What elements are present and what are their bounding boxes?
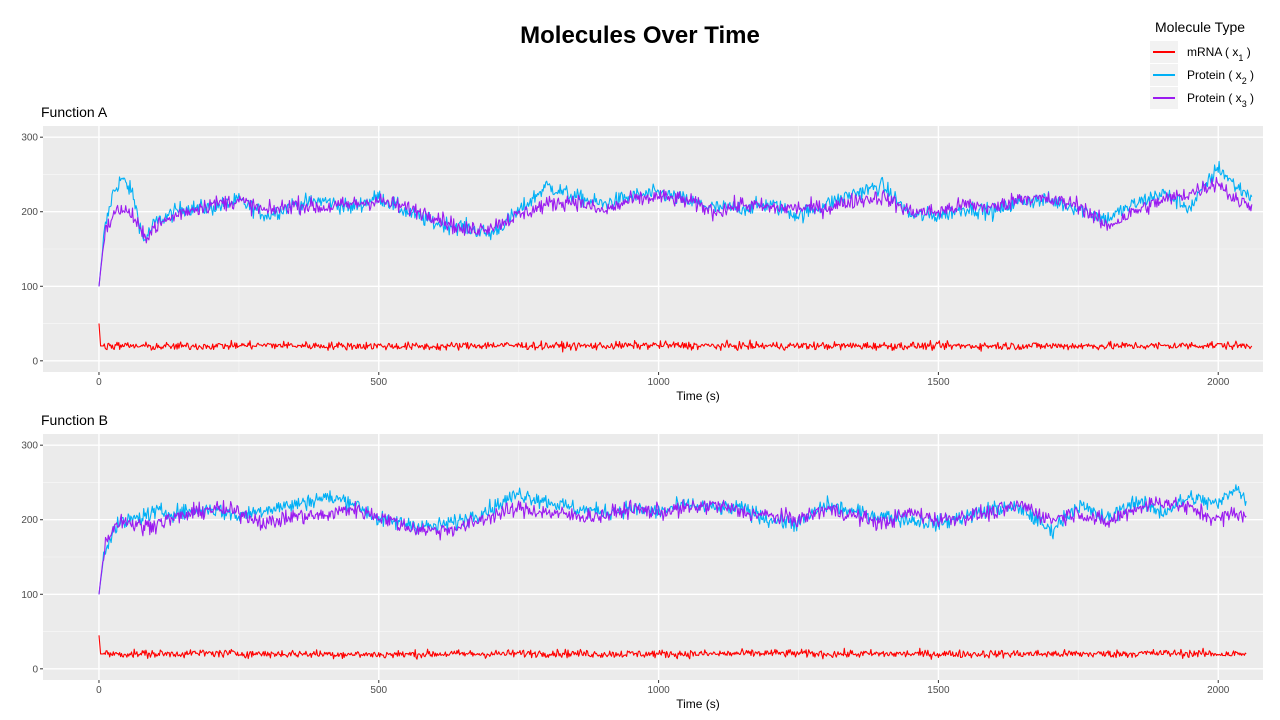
legend-label-x1: mRNA ( x1 ): [1187, 45, 1251, 63]
panel-title: Function A: [41, 104, 108, 120]
series-line-x1: [98, 635, 1247, 660]
legend-item-x1: mRNA ( x1 ): [1150, 41, 1251, 63]
y-tick-label: 0: [32, 356, 38, 367]
legend: Molecule Type mRNA ( x1 ) Protein ( x2 ) P…: [1150, 19, 1254, 109]
series-line-x1: [98, 323, 1253, 353]
legend-item-x2: Protein ( x2 ): [1150, 64, 1254, 86]
x-tick-label: 0: [96, 685, 102, 696]
series-line-x3: [98, 176, 1253, 287]
chart-title: Molecules Over Time: [520, 22, 760, 49]
legend-item-x3: Protein ( x3 ): [1150, 87, 1254, 109]
x-tick-label: 2000: [1207, 685, 1230, 696]
legend-label-x3: Protein ( x3 ): [1187, 91, 1254, 109]
series-line-x3: [98, 496, 1247, 595]
legend-label-x2: Protein ( x2 ): [1187, 68, 1254, 86]
x-tick-label: 1500: [927, 377, 950, 388]
x-axis-title: Time (s): [676, 697, 720, 711]
y-tick-label: 0: [32, 664, 38, 675]
legend-title: Molecule Type: [1155, 19, 1245, 35]
y-tick-label: 200: [21, 515, 38, 526]
x-tick-label: 1000: [647, 685, 670, 696]
panel-function-a: Function A 0 500 1000 1500 2000 0 100 200 300 Time…: [21, 104, 1263, 403]
y-tick-label: 300: [21, 133, 38, 144]
y-tick-label: 100: [21, 282, 38, 293]
y-tick-label: 100: [21, 590, 38, 601]
x-tick-label: 500: [370, 377, 387, 388]
x-tick-label: 0: [96, 377, 102, 388]
x-tick-label: 500: [370, 685, 387, 696]
x-tick-label: 1000: [647, 377, 670, 388]
y-tick-label: 200: [21, 207, 38, 218]
y-tick-label: 300: [21, 441, 38, 452]
panel-function-b: Function B 0 500 1000 1500 2000 0 100 200 300 Time…: [21, 412, 1263, 711]
x-tick-label: 1500: [927, 685, 950, 696]
series-line-x2: [98, 484, 1247, 595]
x-tick-label: 2000: [1207, 377, 1230, 388]
x-axis-title: Time (s): [676, 389, 720, 403]
panel-title: Function B: [41, 412, 108, 428]
